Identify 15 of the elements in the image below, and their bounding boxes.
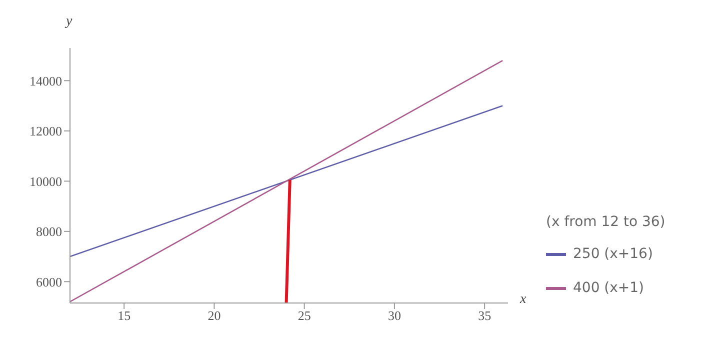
y-tick-label: 6000 [36, 274, 62, 290]
y-tick-label: 14000 [30, 73, 62, 88]
x-tick-label: 20 [208, 308, 221, 324]
legend-title: (x from 12 to 36) [546, 214, 666, 230]
x-tick-label: 15 [118, 308, 131, 324]
legend-label: 250 (x+16) [573, 246, 653, 262]
y-tick-label: 8000 [36, 224, 62, 240]
y-tick-label: 10000 [30, 174, 62, 189]
x-tick-label: 35 [478, 308, 492, 324]
y-tick-label: 12000 [30, 124, 62, 139]
legend-label: 400 (x+1) [573, 280, 644, 296]
y-axis-title: y [66, 14, 72, 30]
x-axis-title: x [520, 292, 526, 308]
x-tick-label: 30 [388, 308, 401, 324]
x-tick-label: 25 [298, 308, 311, 324]
